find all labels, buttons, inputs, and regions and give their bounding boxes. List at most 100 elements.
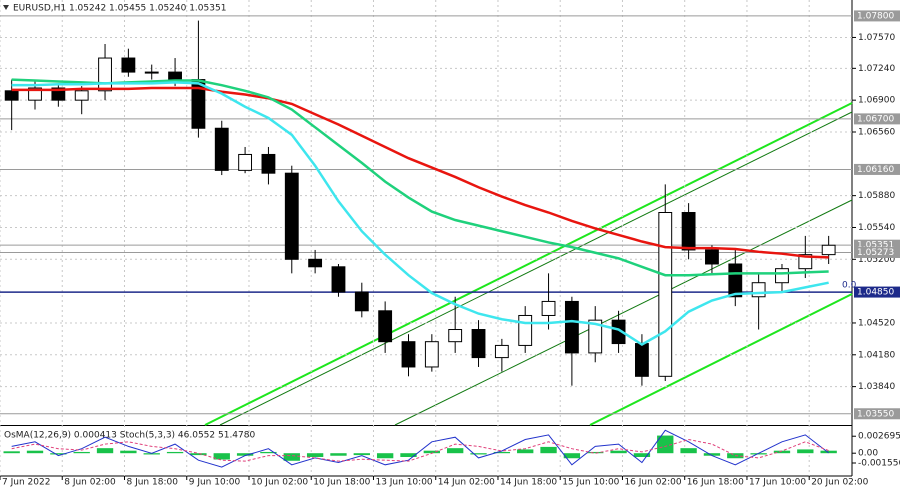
osma-bar — [213, 453, 230, 460]
y-tick-label: 1.07240 — [858, 64, 895, 74]
candle-body — [424, 341, 439, 368]
candle-body — [681, 212, 696, 251]
y-tick-label: 1.04520 — [858, 318, 895, 328]
osma-bar — [26, 450, 44, 454]
osma-bar — [703, 453, 721, 456]
candle-body — [214, 127, 229, 171]
level-label: 1.06160 — [857, 165, 894, 175]
osma-bar — [493, 451, 511, 454]
osma-bar — [306, 453, 324, 457]
candle-body — [448, 329, 463, 343]
osma-bar — [680, 448, 697, 454]
candle-body — [261, 153, 276, 174]
moving-average — [11, 86, 829, 259]
osma-bar — [120, 450, 137, 454]
level-label: 1.07800 — [857, 11, 894, 21]
candle-body — [308, 258, 323, 268]
stochastic-line — [11, 429, 829, 468]
osma-bar — [50, 453, 67, 455]
candle-body — [144, 71, 159, 74]
osma-bar — [330, 453, 347, 456]
candle-body — [821, 244, 836, 256]
candle-body — [401, 341, 416, 368]
level-label-box — [854, 408, 900, 420]
candle-body — [238, 153, 253, 171]
candle-body — [284, 172, 299, 260]
level-label-box — [854, 239, 900, 251]
osma-bar — [587, 451, 604, 454]
moving-average — [11, 78, 829, 277]
level-label: 1.06700 — [857, 114, 894, 124]
y-tick-label: 1.05540 — [858, 223, 895, 233]
osma-bar — [73, 451, 90, 454]
y-tick-label: 1.03840 — [858, 382, 895, 392]
candle-body — [98, 57, 112, 92]
x-tick-label: 7 Jun 2022 — [2, 478, 50, 488]
moving-average — [11, 81, 829, 346]
osma-bar — [3, 451, 20, 454]
x-tick-label: 10 Jun 18:00 — [313, 478, 370, 488]
osma-bar — [517, 449, 534, 454]
x-tick-label: 10 Jun 02:00 — [251, 478, 308, 488]
osma-bar — [540, 446, 557, 454]
candle-body — [564, 300, 579, 354]
oscillator-title: OsMA(12,26,9) 0.000413 Stoch(5,3,3) 46.0… — [4, 431, 255, 441]
level-label: 1.04850 — [857, 288, 894, 298]
candle-body — [658, 212, 673, 377]
candle-body — [74, 90, 89, 101]
level-label-box — [854, 286, 900, 298]
y-tick-label: 1.05200 — [858, 255, 895, 265]
channel-line — [204, 102, 853, 426]
candle-body — [4, 90, 19, 101]
level-label-box — [854, 246, 900, 258]
x-tick-label: 8 Jun 02:00 — [64, 478, 116, 488]
y-tick-label: 1.06560 — [858, 127, 895, 137]
osma-bar — [797, 449, 814, 454]
candle-body — [634, 343, 649, 377]
osma-bar — [283, 453, 300, 461]
osma-bar — [96, 448, 114, 454]
candle-body — [775, 268, 789, 284]
y-tick-label: 1.06900 — [858, 96, 895, 106]
candle-body — [611, 319, 626, 345]
osma-bar — [423, 450, 441, 454]
osma-bar — [190, 453, 207, 456]
candle-body — [168, 71, 182, 81]
candle-body — [471, 329, 486, 359]
y-tick-label: 0.0026956 — [858, 432, 900, 442]
level-label-box — [854, 10, 900, 22]
osma-bar — [773, 450, 791, 454]
x-tick-label: 16 Jun 18:00 — [687, 478, 744, 488]
level-label-box — [854, 113, 900, 125]
x-tick-label: 8 Jun 18:00 — [126, 478, 178, 488]
osma-bar — [143, 453, 160, 455]
osma-bar — [236, 453, 254, 456]
level-label-box — [854, 163, 900, 175]
x-tick-label: 14 Jun 18:00 — [500, 478, 557, 488]
chart-title: EURUSD,H1 1.05242 1.05455 1.05240 1.0535… — [13, 4, 226, 14]
candle-body — [728, 263, 743, 298]
osma-bar — [353, 453, 370, 456]
osma-bar — [260, 451, 277, 454]
channel-line — [394, 199, 853, 426]
symbol-icon — [3, 5, 9, 10]
level-note: 0.0 — [842, 281, 857, 291]
candle-body — [798, 254, 813, 270]
level-label: 1.03550 — [857, 409, 894, 419]
osma-bar — [610, 450, 627, 454]
candle-body — [331, 266, 346, 293]
candle-body — [354, 291, 369, 312]
y-tick-label: 1.07570 — [858, 33, 895, 43]
candle-body — [121, 57, 136, 73]
x-tick-label: 13 Jun 10:00 — [375, 478, 432, 488]
x-tick-label: 16 Jun 02:00 — [624, 478, 681, 488]
osma-bar — [400, 453, 417, 457]
channel-line — [589, 293, 853, 426]
osma-bar — [447, 448, 464, 454]
x-tick-label: 9 Jun 10:00 — [189, 478, 241, 488]
channel-line — [219, 111, 853, 426]
x-tick-label: 17 Jun 10:00 — [749, 478, 806, 488]
osma-bar — [820, 450, 837, 454]
